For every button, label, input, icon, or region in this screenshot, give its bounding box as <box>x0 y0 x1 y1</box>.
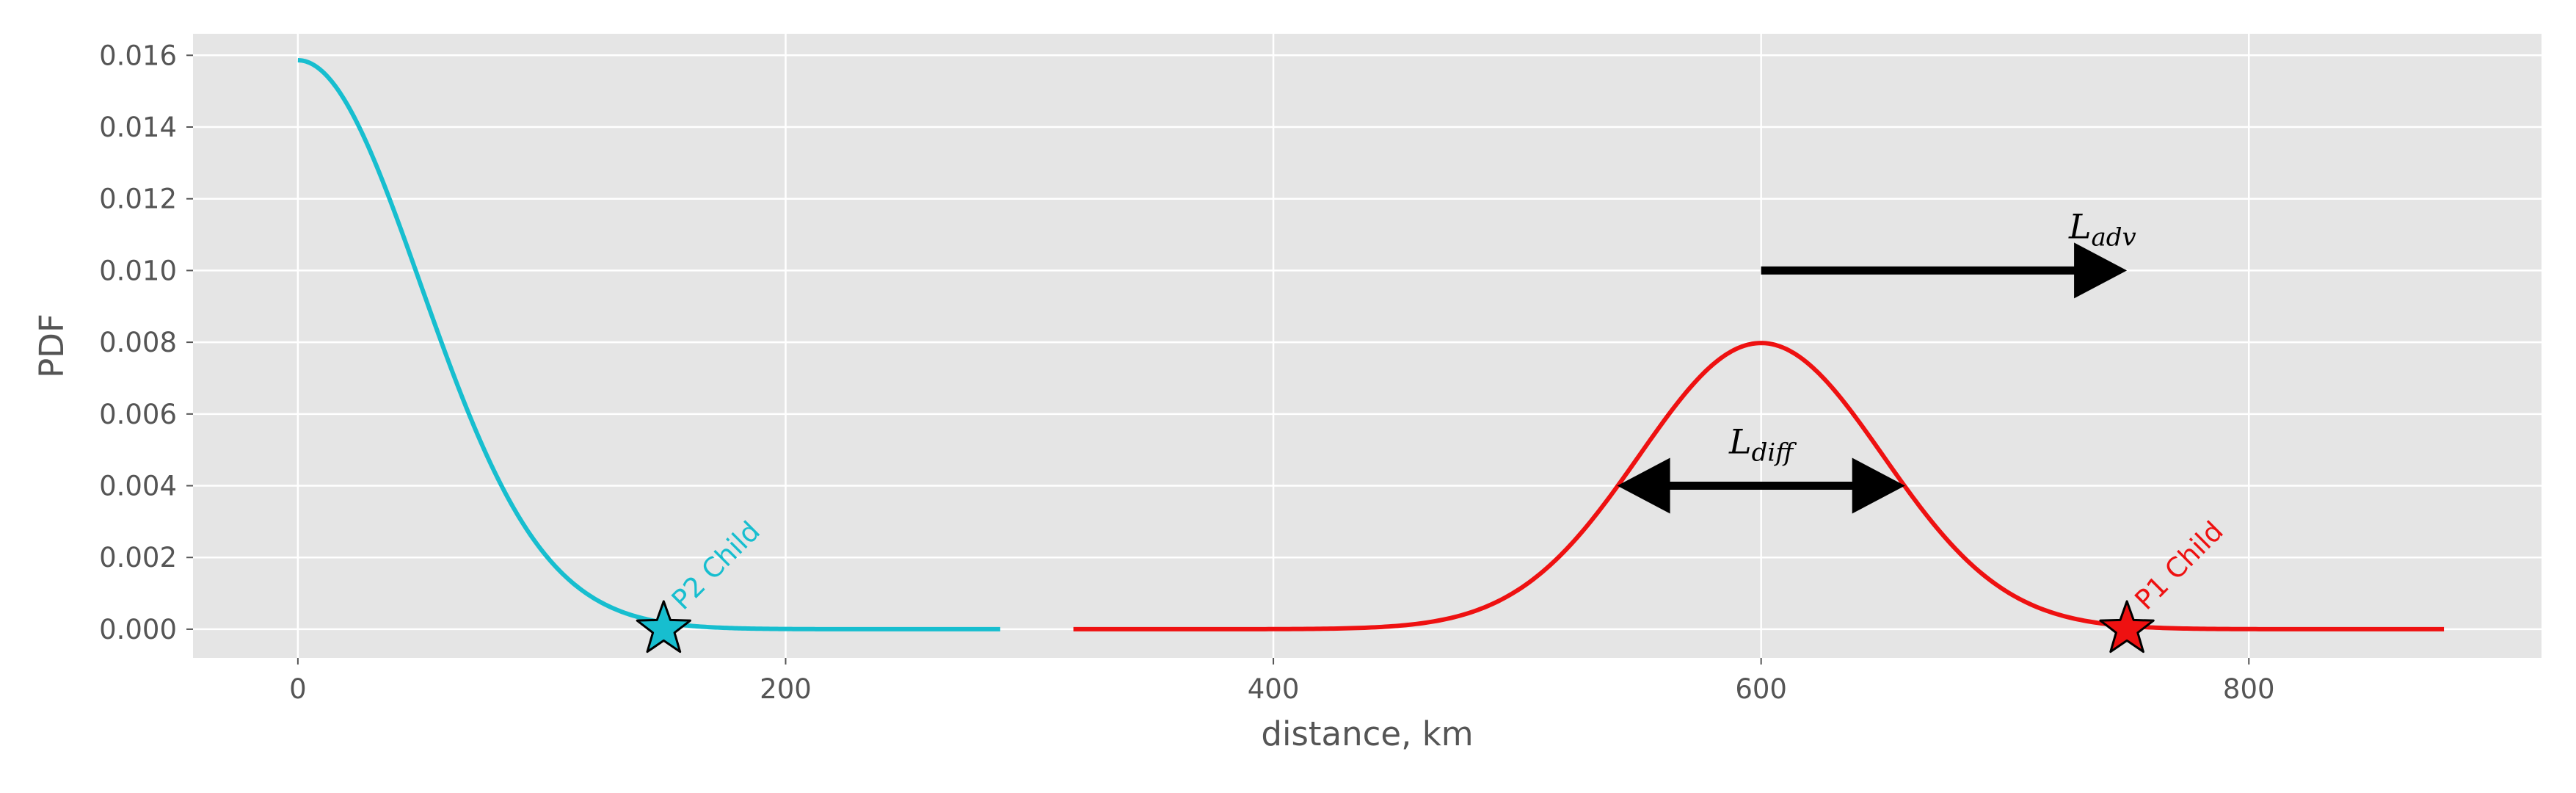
x-axis-label: distance, km <box>1261 714 1473 753</box>
y-tick-label: 0.014 <box>99 112 177 143</box>
y-tick-label: 0.004 <box>99 471 177 502</box>
arrow-head-L_adv <box>2074 242 2128 299</box>
y-tick-label: 0.000 <box>99 614 177 645</box>
y-tick-label: 0.010 <box>99 255 177 286</box>
plot-background <box>193 34 2542 658</box>
x-tick-label: 0 <box>289 673 307 705</box>
y-tick-label: 0.008 <box>99 327 177 358</box>
arrow-label-L_adv: Ladv <box>2068 206 2136 252</box>
x-tick-label: 800 <box>2223 673 2275 705</box>
y-axis-label: PDF <box>32 314 71 378</box>
axis-ticks: 0 200 400 600 800 0.000 0.002 0.004 0.006 0.008 0.… <box>99 40 2274 705</box>
arrow-tail-head-L_diff <box>1617 457 1670 514</box>
star-marker-2 <box>2099 600 2155 653</box>
star-marker-1 <box>636 600 691 653</box>
arrow-label-L_diff: Ldiff <box>1728 422 1797 468</box>
x-tick-label: 200 <box>760 673 812 705</box>
arrow-layer: Ladv Ldiff <box>1617 206 2136 514</box>
y-tick-label: 0.016 <box>99 40 177 71</box>
x-tick-label: 600 <box>1735 673 1787 705</box>
series-line-2 <box>1073 341 2445 631</box>
y-tick-label: 0.002 <box>99 542 177 573</box>
x-tick-label: 400 <box>1248 673 1300 705</box>
arrow-head-L_diff <box>1852 457 1905 514</box>
grid <box>193 34 2542 658</box>
y-tick-label: 0.012 <box>99 184 177 215</box>
y-tick-label: 0.006 <box>99 399 177 430</box>
marker-layer <box>636 600 2155 653</box>
